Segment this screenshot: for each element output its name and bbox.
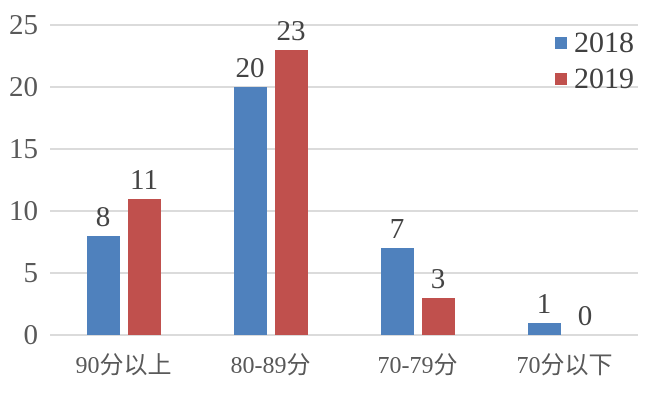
legend-swatch-2019 (555, 73, 567, 85)
bar-2018-70-79分 (380, 248, 414, 335)
legend-label-2019: 2019 (574, 62, 634, 95)
x-category-label-70-79分: 70-79分 (377, 353, 458, 379)
data-label-2018-80-89分: 20 (235, 52, 265, 84)
x-category-label-70分以下: 70分以下 (516, 353, 613, 379)
legend-label-2018: 2018 (574, 26, 634, 59)
bar-2019-90分以上 (127, 198, 161, 335)
gridline-20 (50, 86, 638, 88)
x-category-label-80-89分: 80-89分 (230, 353, 311, 379)
data-label-2018-70分以下: 1 (536, 287, 552, 320)
y-tick-label-0: 0 (23, 319, 39, 351)
gridline-0 (50, 334, 638, 336)
data-label-2019-80-89分: 23 (276, 14, 306, 47)
gridline-5 (50, 272, 638, 274)
legend-item-2019: 2019 (555, 62, 634, 96)
data-label-2019-70分以下: 0 (577, 300, 593, 332)
bar-2018-70分以下 (527, 322, 561, 335)
bar-2019-80-89分 (274, 49, 308, 335)
bar-2018-90分以上 (86, 235, 120, 335)
data-label-2019-90分以上: 11 (130, 163, 158, 196)
legend-item-2018: 2018 (555, 26, 634, 60)
data-label-2018-70-79分: 7 (389, 213, 405, 246)
x-category-label-90分以上: 90分以上 (75, 353, 172, 379)
y-tick-label-5: 5 (23, 257, 39, 289)
y-tick-label-25: 25 (9, 9, 38, 41)
gridline-25 (50, 24, 638, 26)
bar-2019-70-79分 (421, 297, 455, 335)
bar-2018-80-89分 (233, 87, 267, 335)
y-tick-label-20: 20 (9, 71, 38, 103)
legend-swatch-2018 (555, 37, 567, 49)
data-label-2019-70-79分: 3 (430, 262, 446, 295)
y-tick-label-10: 10 (9, 195, 38, 227)
data-label-2018-90分以上: 8 (95, 200, 111, 233)
gridline-15 (50, 148, 638, 150)
y-tick-label-15: 15 (9, 133, 38, 165)
gridline-10 (50, 210, 638, 212)
